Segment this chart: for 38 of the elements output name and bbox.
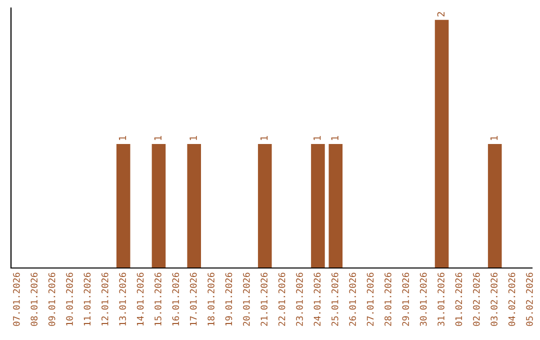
- x-tick-label: 22.01.2026: [278, 272, 286, 326]
- x-tick-label: 08.01.2026: [30, 272, 38, 326]
- x-tick-label: 30.01.2026: [420, 272, 427, 326]
- x-tick-label: 10.01.2026: [66, 272, 73, 326]
- data-label: 1: [154, 136, 162, 140]
- x-tick-label: 19.01.2026: [225, 272, 232, 326]
- data-label: 1: [314, 136, 321, 140]
- data-label: 1: [331, 136, 338, 140]
- x-tick-label: 15.01.2026: [154, 272, 162, 326]
- x-tick-label: 03.02.2026: [490, 272, 498, 326]
- data-label: 1: [118, 136, 126, 140]
- x-tick-label: 16.01.2026: [172, 272, 180, 326]
- x-tick-label: 25.01.2026: [331, 272, 338, 326]
- x-tick-label: 31.01.2026: [438, 272, 444, 326]
- x-tick-label: 29.01.2026: [402, 272, 410, 326]
- x-tick-label: 24.01.2026: [314, 272, 321, 326]
- data-label: 1: [190, 136, 197, 140]
- x-tick-label: 05.02.2026: [526, 272, 533, 326]
- data-label: 1: [490, 136, 498, 140]
- x-tick-label: 23.01.2026: [296, 272, 303, 326]
- x-tick-label: 14.01.2026: [136, 272, 144, 326]
- x-tick-label: 09.01.2026: [48, 272, 56, 326]
- x-tick-label: 18.01.2026: [208, 272, 214, 326]
- x-tick-label: 13.01.2026: [119, 272, 126, 326]
- x-tick-label: 12.01.2026: [101, 272, 108, 326]
- data-label: 2: [437, 12, 444, 16]
- x-tick-label: 28.01.2026: [384, 272, 392, 326]
- x-tick-label: 17.01.2026: [190, 272, 197, 326]
- x-tick-label: 20.01.2026: [242, 272, 250, 326]
- x-tick-label: 01.02.2026: [455, 272, 462, 326]
- x-tick-label: 26.01.2026: [349, 272, 356, 326]
- x-tick-label: 02.02.2026: [472, 272, 480, 326]
- data-label: 1: [260, 136, 268, 140]
- x-tick-label: 27.01.2026: [366, 272, 374, 326]
- x-tick-label: 21.01.2026: [260, 272, 268, 326]
- x-tick-label: 04.02.2026: [508, 272, 516, 326]
- x-tick-label: 07.01.2026: [13, 272, 20, 326]
- x-tick-label: 11.01.2026: [84, 272, 91, 326]
